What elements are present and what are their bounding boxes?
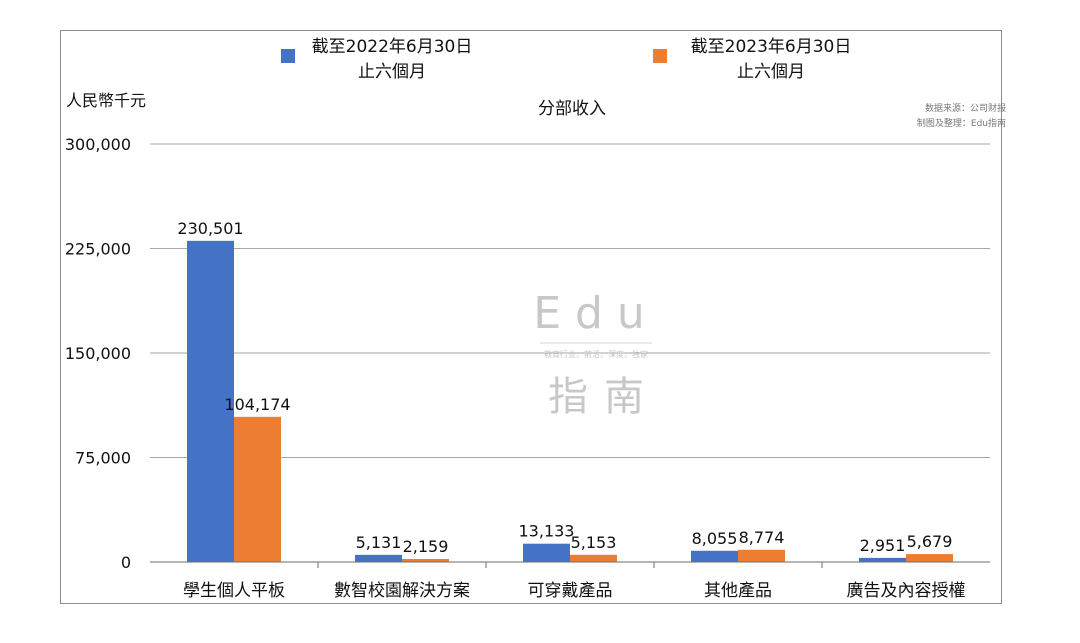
x-tick-label: 廣告及內容授權 bbox=[847, 581, 966, 601]
y-tick-label: 0 bbox=[121, 553, 131, 572]
y-tick-label: 225,000 bbox=[65, 240, 131, 259]
legend-label-2022-line1: 截至2022年6月30日 bbox=[312, 37, 473, 57]
source-note-line2: 制图及整理：Edu指南 bbox=[917, 117, 1006, 129]
legend-swatch-2023 bbox=[653, 49, 667, 63]
legend-swatch-2022 bbox=[281, 49, 295, 63]
watermark-tagline: 教育行业、前沿、深度、独家 bbox=[544, 349, 648, 359]
bar bbox=[738, 549, 785, 562]
data-label: 2,951 bbox=[860, 536, 906, 555]
x-tick-label: 數智校園解決方案 bbox=[334, 581, 470, 601]
data-label: 2,159 bbox=[403, 537, 449, 556]
watermark-edu: Edu bbox=[533, 288, 659, 339]
bar bbox=[906, 554, 953, 562]
data-label: 230,501 bbox=[177, 219, 243, 238]
x-tick-label: 可穿戴產品 bbox=[528, 581, 613, 601]
watermark: Edu 教育行业、前沿、深度、独家 指南 bbox=[533, 288, 660, 420]
bar bbox=[570, 554, 617, 562]
x-tick-label: 其他產品 bbox=[704, 581, 772, 601]
bar bbox=[355, 554, 402, 562]
bars bbox=[187, 240, 953, 562]
legend-label-2023-line2: 止六個月 bbox=[737, 62, 805, 82]
chart-title: 分部收入 bbox=[538, 99, 606, 119]
data-label: 8,055 bbox=[692, 529, 738, 548]
bar bbox=[187, 240, 234, 562]
data-label: 5,679 bbox=[907, 532, 953, 551]
data-label: 5,153 bbox=[571, 533, 617, 552]
data-label: 5,131 bbox=[356, 533, 402, 552]
y-tick-label: 75,000 bbox=[75, 449, 131, 468]
data-label: 8,774 bbox=[739, 528, 785, 547]
y-tick-label: 300,000 bbox=[65, 135, 131, 154]
y-tick-label: 150,000 bbox=[65, 344, 131, 363]
bar bbox=[691, 550, 738, 562]
x-tick-label: 學生個人平板 bbox=[183, 581, 285, 601]
bar bbox=[859, 557, 906, 562]
data-label: 13,133 bbox=[519, 522, 575, 541]
source-note-line1: 数据来源：公司财报 bbox=[925, 102, 1006, 114]
legend-label-2023-line1: 截至2023年6月30日 bbox=[691, 37, 852, 57]
bar bbox=[402, 558, 449, 562]
legend: 截至2022年6月30日 止六個月 截至2023年6月30日 止六個月 bbox=[281, 37, 851, 82]
data-label: 104,174 bbox=[224, 395, 290, 414]
legend-label-2022-line2: 止六個月 bbox=[358, 62, 426, 82]
bar bbox=[234, 416, 281, 562]
watermark-zhinan: 指南 bbox=[548, 374, 660, 420]
bar bbox=[523, 543, 570, 562]
axes: 0 75,000 150,000 225,000 300,000 學生個人平板 數智校園解決… bbox=[65, 135, 990, 601]
gridlines bbox=[150, 143, 990, 458]
y-axis-label: 人民幣千元 bbox=[66, 91, 146, 110]
